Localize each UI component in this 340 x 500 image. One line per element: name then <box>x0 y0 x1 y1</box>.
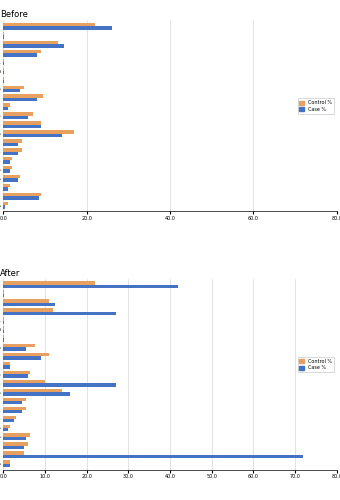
Bar <box>3 166 12 170</box>
Bar <box>3 58 4 62</box>
Bar <box>3 124 41 128</box>
Bar <box>3 416 16 419</box>
Bar <box>3 460 10 464</box>
Bar <box>3 326 4 330</box>
Bar <box>3 170 10 173</box>
Bar <box>3 44 64 48</box>
Bar <box>3 50 41 53</box>
Bar <box>3 205 5 208</box>
Bar <box>3 175 20 178</box>
Bar <box>3 308 53 312</box>
Bar <box>3 130 74 134</box>
Bar <box>3 116 29 119</box>
Bar <box>3 356 41 360</box>
Bar <box>3 107 7 110</box>
Bar <box>3 398 26 401</box>
Bar <box>3 452 24 455</box>
Bar <box>3 300 49 302</box>
Bar <box>3 442 29 446</box>
Bar <box>3 142 18 146</box>
Legend: Control %, Case %: Control %, Case % <box>298 98 334 114</box>
Bar <box>3 302 55 306</box>
Bar <box>3 160 10 164</box>
Bar <box>3 86 24 89</box>
Bar <box>3 196 39 200</box>
Bar <box>3 152 18 155</box>
Bar <box>3 348 26 351</box>
Bar <box>3 32 4 35</box>
Bar <box>3 374 29 378</box>
Bar <box>3 338 4 342</box>
Bar <box>3 419 14 422</box>
Bar <box>3 455 303 458</box>
Bar <box>3 53 37 56</box>
Bar <box>3 335 4 338</box>
Text: After: After <box>0 268 20 278</box>
Bar <box>3 371 31 374</box>
Bar <box>3 98 37 101</box>
Bar <box>3 193 41 196</box>
Bar <box>3 317 4 320</box>
Bar <box>3 35 4 38</box>
Bar <box>3 464 10 467</box>
Bar <box>3 434 31 437</box>
Bar <box>3 294 4 297</box>
Bar <box>3 202 7 205</box>
Bar <box>3 437 26 440</box>
Legend: Control %, Case %: Control %, Case % <box>298 357 334 372</box>
Bar <box>3 410 22 414</box>
Bar <box>3 380 45 383</box>
Bar <box>3 148 22 152</box>
Bar <box>3 320 4 324</box>
Bar <box>3 89 20 92</box>
Bar <box>3 353 49 356</box>
Bar <box>3 406 26 410</box>
Bar <box>3 112 33 116</box>
Bar <box>3 122 41 124</box>
Bar <box>3 446 24 449</box>
Bar <box>3 392 70 396</box>
Bar <box>3 76 4 80</box>
Bar <box>3 188 7 190</box>
Bar <box>3 383 116 386</box>
Bar <box>3 282 95 285</box>
Bar <box>3 362 10 366</box>
Bar <box>3 80 4 84</box>
Bar <box>3 424 10 428</box>
Bar <box>3 178 18 182</box>
Bar <box>3 344 35 348</box>
Bar <box>3 134 62 137</box>
Bar <box>3 290 4 294</box>
Bar <box>3 68 4 71</box>
Bar <box>3 26 112 30</box>
Bar <box>3 94 43 98</box>
Bar <box>3 366 10 368</box>
Bar <box>3 71 4 74</box>
Bar <box>3 41 57 44</box>
Bar <box>3 389 62 392</box>
Bar <box>3 23 95 26</box>
Bar <box>3 184 10 188</box>
Bar <box>3 428 7 432</box>
Text: Before: Before <box>0 10 28 19</box>
Bar <box>3 330 4 333</box>
Bar <box>3 401 22 404</box>
Bar <box>3 157 12 160</box>
Bar <box>3 312 116 315</box>
Bar <box>3 139 22 142</box>
Bar <box>3 285 178 288</box>
Bar <box>3 62 4 66</box>
Bar <box>3 104 10 107</box>
